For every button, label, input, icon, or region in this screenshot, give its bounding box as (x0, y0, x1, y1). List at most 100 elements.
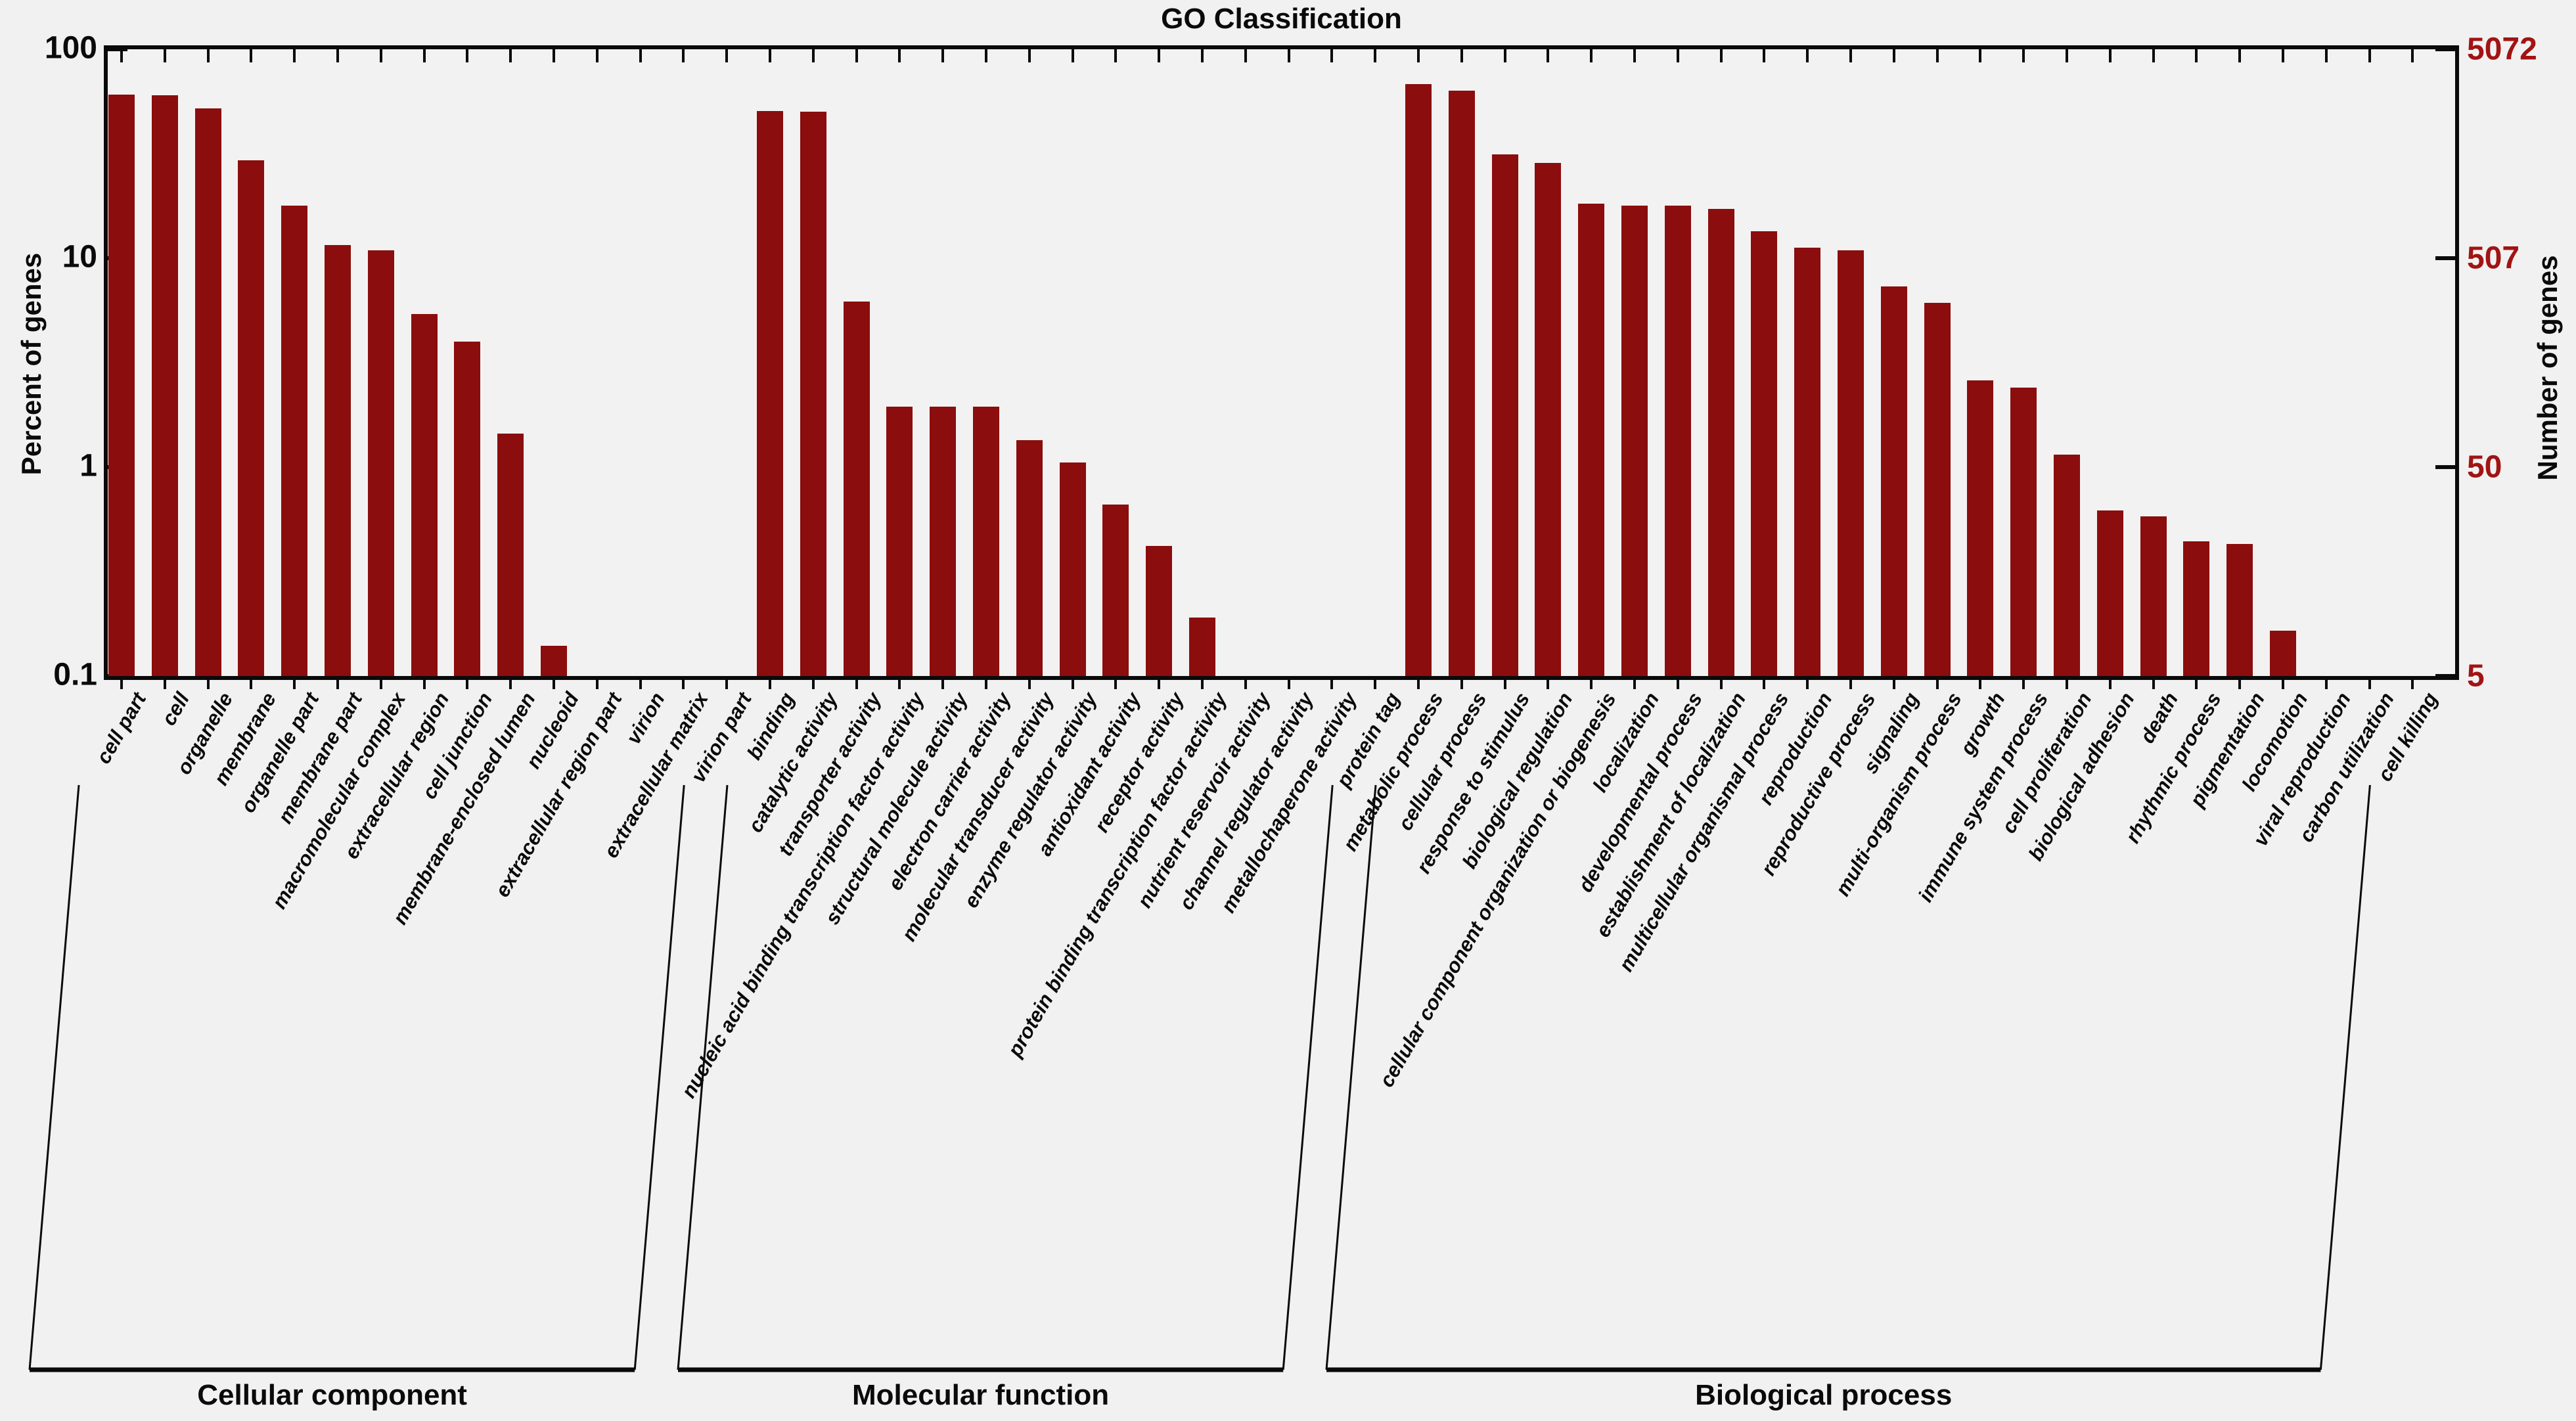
bottom-axis-tick (1763, 676, 1766, 689)
bottom-axis-tick (120, 676, 123, 689)
top-axis-tick (1114, 49, 1118, 62)
bottom-axis-tick (1028, 676, 1031, 689)
top-axis-tick (1892, 49, 1895, 62)
bottom-axis-tick (2282, 676, 2284, 689)
top-axis-tick (1547, 49, 1550, 62)
bottom-axis-tick (1460, 676, 1463, 689)
left-axis-tick-label: 0.1 (53, 657, 97, 692)
bar (757, 111, 783, 676)
bottom-axis-tick (1158, 676, 1161, 689)
top-axis-tick (293, 49, 296, 62)
bar (108, 95, 135, 676)
top-axis-tick (2238, 49, 2242, 62)
bar (1448, 90, 1475, 676)
bar (238, 160, 265, 676)
group-bracket-connector (1282, 784, 1334, 1370)
bar (2096, 510, 2123, 676)
bar (1578, 203, 1605, 676)
top-axis-tick (2324, 49, 2328, 62)
bottom-axis-tick (2411, 676, 2414, 689)
top-axis-tick (1244, 49, 1247, 62)
bottom-axis-tick (2066, 676, 2068, 689)
left-axis-tick (108, 47, 127, 51)
bottom-axis-tick (1849, 676, 1852, 689)
top-axis-tick (1806, 49, 1809, 62)
bottom-axis-tick (163, 676, 166, 689)
bar (281, 206, 308, 676)
bar (1535, 162, 1562, 676)
bottom-axis-tick (336, 676, 339, 689)
right-axis-tick-label: 50 (2467, 449, 2502, 485)
bottom-axis-tick (725, 676, 729, 689)
bar (2226, 543, 2253, 676)
top-axis-tick (769, 49, 771, 62)
top-axis-tick (682, 49, 685, 62)
bar (1967, 380, 1994, 676)
bottom-axis-tick (466, 676, 469, 689)
bar (1146, 545, 1173, 676)
bar (411, 314, 438, 676)
bottom-axis-tick (1806, 676, 1809, 689)
bar (1059, 462, 1086, 676)
right-axis-tick-label: 5072 (2467, 32, 2537, 67)
right-axis-tick (2435, 465, 2455, 469)
bar (843, 302, 870, 676)
top-axis-tick (422, 49, 426, 62)
top-axis-tick (639, 49, 642, 62)
bar (2140, 516, 2167, 676)
top-axis-tick (725, 49, 729, 62)
bar (367, 250, 394, 676)
bottom-axis-tick (1590, 676, 1593, 689)
bottom-axis-tick (422, 676, 426, 689)
top-axis-tick (1849, 49, 1852, 62)
bar (1838, 250, 1864, 676)
right-axis-tick (2435, 674, 2455, 678)
bottom-axis-tick (2022, 676, 2025, 689)
top-axis-tick (1633, 49, 1636, 62)
top-axis-tick (1935, 49, 1939, 62)
top-axis-tick (163, 49, 166, 62)
top-axis-tick (206, 49, 210, 62)
bottom-axis-tick (682, 676, 685, 689)
bar (151, 95, 178, 676)
top-axis-tick (1028, 49, 1031, 62)
group-bracket-connector (633, 784, 685, 1370)
top-axis-tick (1979, 49, 1982, 62)
bottom-axis-tick (2238, 676, 2242, 689)
top-axis-tick (509, 49, 512, 62)
bottom-axis-tick (1979, 676, 1982, 689)
top-axis-tick (2195, 49, 2198, 62)
bottom-axis-tick (553, 676, 555, 689)
group-bracket-connector (2319, 784, 2371, 1370)
bar (541, 645, 567, 676)
bottom-axis-tick (1719, 676, 1723, 689)
bottom-axis-tick (1287, 676, 1290, 689)
bottom-axis-tick (2324, 676, 2328, 689)
bar (1189, 618, 1215, 676)
group-bracket-connector (28, 784, 80, 1370)
bar (2010, 388, 2037, 676)
top-axis-tick (1330, 49, 1334, 62)
top-axis-tick (2066, 49, 2068, 62)
bottom-axis-tick (509, 676, 512, 689)
bar (1664, 206, 1691, 676)
top-axis-tick (595, 49, 599, 62)
bar (454, 341, 481, 676)
top-axis-tick (2152, 49, 2155, 62)
top-axis-tick (2282, 49, 2284, 62)
bottom-axis-tick (898, 676, 901, 689)
left-axis-tick (108, 674, 127, 678)
bar (1102, 505, 1129, 676)
top-axis-tick (2411, 49, 2414, 62)
top-axis-tick (1763, 49, 1766, 62)
bottom-axis-tick (1892, 676, 1895, 689)
right-axis-tick (2435, 47, 2455, 51)
top-axis-tick (1071, 49, 1074, 62)
bottom-axis-tick (1547, 676, 1550, 689)
group-label: Molecular function (852, 1379, 1110, 1411)
top-axis-tick (379, 49, 382, 62)
top-axis-tick (336, 49, 339, 62)
bottom-axis-tick (1071, 676, 1074, 689)
bottom-axis-tick (250, 676, 253, 689)
